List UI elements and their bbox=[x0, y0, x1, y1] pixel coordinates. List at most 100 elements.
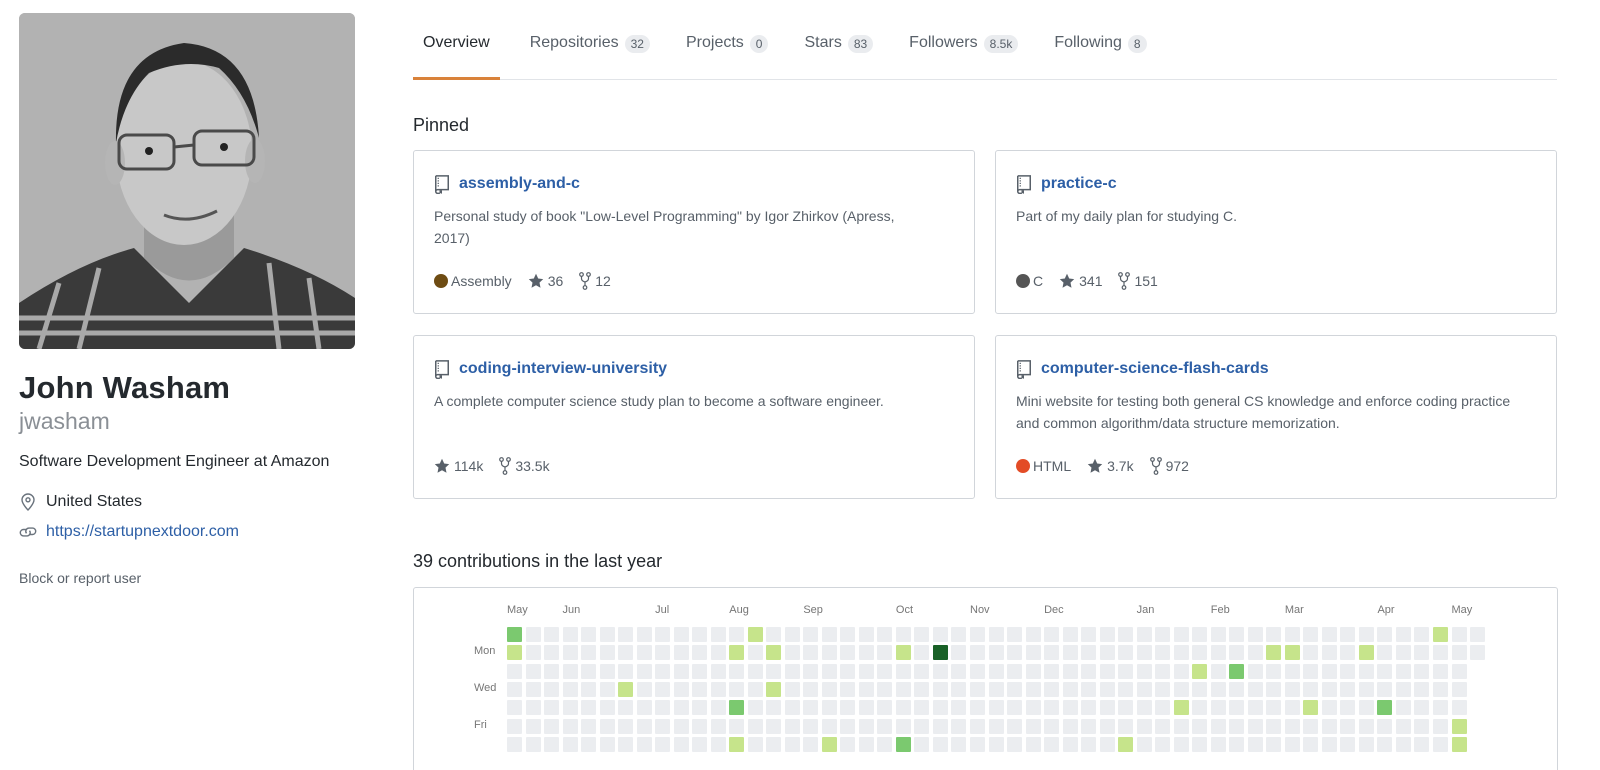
contribution-day-cell[interactable] bbox=[766, 736, 782, 752]
contribution-day-cell[interactable] bbox=[840, 627, 856, 642]
contribution-day-cell[interactable] bbox=[1210, 736, 1226, 752]
contribution-day-cell[interactable] bbox=[692, 700, 708, 716]
contribution-day-cell[interactable] bbox=[1044, 718, 1060, 734]
avatar[interactable] bbox=[19, 13, 355, 349]
contribution-day-cell[interactable] bbox=[1414, 736, 1430, 752]
contribution-day-cell[interactable] bbox=[1081, 681, 1097, 697]
contribution-day-cell[interactable] bbox=[544, 663, 560, 679]
contribution-day-cell[interactable] bbox=[951, 645, 967, 661]
contribution-day-cell[interactable] bbox=[1136, 663, 1152, 679]
contribution-day-cell[interactable] bbox=[988, 700, 1004, 716]
contribution-day-cell[interactable] bbox=[1340, 718, 1356, 734]
contribution-day-cell[interactable] bbox=[877, 663, 893, 679]
contribution-day-cell[interactable] bbox=[525, 663, 541, 679]
contribution-day-cell[interactable] bbox=[766, 663, 782, 679]
contribution-day-cell[interactable] bbox=[581, 700, 597, 716]
contribution-day-cell[interactable] bbox=[1284, 718, 1300, 734]
contribution-day-cell[interactable] bbox=[1192, 718, 1208, 734]
contribution-day-cell[interactable] bbox=[803, 736, 819, 752]
contribution-day-cell[interactable] bbox=[618, 663, 634, 679]
contribution-day-cell[interactable] bbox=[1395, 718, 1411, 734]
repo-forks[interactable]: 33.5k bbox=[499, 457, 550, 475]
contribution-day-cell[interactable] bbox=[1414, 718, 1430, 734]
contribution-day-cell[interactable] bbox=[858, 718, 874, 734]
contribution-day-cell[interactable] bbox=[970, 627, 985, 642]
contribution-day-cell[interactable] bbox=[507, 736, 522, 752]
contribution-day-cell[interactable] bbox=[1414, 645, 1430, 661]
contribution-day-cell[interactable] bbox=[636, 700, 652, 716]
contribution-day-cell[interactable] bbox=[1099, 700, 1115, 716]
contribution-day-cell[interactable] bbox=[803, 663, 819, 679]
contribution-day-cell[interactable] bbox=[932, 663, 948, 679]
contribution-day-cell[interactable] bbox=[581, 681, 597, 697]
contribution-day-cell[interactable] bbox=[1247, 663, 1263, 679]
contribution-day-cell[interactable] bbox=[1081, 645, 1097, 661]
contribution-day-cell[interactable] bbox=[1062, 736, 1078, 752]
website-link[interactable]: https://startupnextdoor.com bbox=[46, 523, 239, 540]
contribution-day-cell[interactable] bbox=[1433, 718, 1448, 734]
contribution-day-cell[interactable] bbox=[821, 700, 837, 716]
contribution-day-cell[interactable] bbox=[1321, 663, 1337, 679]
contribution-day-cell[interactable] bbox=[1192, 681, 1208, 697]
contribution-day-cell[interactable] bbox=[1155, 663, 1171, 679]
contribution-day-cell[interactable] bbox=[747, 681, 763, 697]
contribution-day-cell[interactable] bbox=[1044, 700, 1060, 716]
contribution-day-cell[interactable] bbox=[1210, 627, 1226, 642]
contribution-day-cell[interactable] bbox=[1136, 681, 1152, 697]
contribution-day-cell[interactable] bbox=[1433, 700, 1448, 716]
contribution-day-cell[interactable] bbox=[932, 645, 948, 661]
contribution-day-cell[interactable] bbox=[1433, 663, 1448, 679]
contribution-day-cell[interactable] bbox=[877, 700, 893, 716]
contribution-day-cell[interactable] bbox=[507, 645, 522, 661]
contribution-day-cell[interactable] bbox=[1155, 645, 1171, 661]
contribution-day-cell[interactable] bbox=[1395, 645, 1411, 661]
contribution-day-cell[interactable] bbox=[655, 700, 671, 716]
contribution-day-cell[interactable] bbox=[951, 627, 967, 642]
contribution-day-cell[interactable] bbox=[784, 700, 800, 716]
contribution-day-cell[interactable] bbox=[1044, 681, 1060, 697]
contribution-day-cell[interactable] bbox=[988, 645, 1004, 661]
contribution-day-cell[interactable] bbox=[525, 681, 541, 697]
contribution-day-cell[interactable] bbox=[1025, 681, 1041, 697]
contribution-day-cell[interactable] bbox=[710, 645, 726, 661]
contribution-day-cell[interactable] bbox=[729, 736, 745, 752]
contribution-day-cell[interactable] bbox=[803, 645, 819, 661]
contribution-day-cell[interactable] bbox=[747, 700, 763, 716]
contribution-day-cell[interactable] bbox=[1007, 681, 1023, 697]
contribution-day-cell[interactable] bbox=[1266, 645, 1282, 661]
contribution-day-cell[interactable] bbox=[1321, 736, 1337, 752]
contribution-day-cell[interactable] bbox=[951, 700, 967, 716]
contribution-day-cell[interactable] bbox=[1377, 736, 1393, 752]
contribution-day-cell[interactable] bbox=[821, 718, 837, 734]
contribution-day-cell[interactable] bbox=[507, 681, 522, 697]
contribution-day-cell[interactable] bbox=[1247, 645, 1263, 661]
contribution-day-cell[interactable] bbox=[618, 736, 634, 752]
contribution-day-cell[interactable] bbox=[1451, 663, 1467, 679]
contribution-day-cell[interactable] bbox=[1044, 736, 1060, 752]
contribution-day-cell[interactable] bbox=[636, 718, 652, 734]
contribution-day-cell[interactable] bbox=[877, 718, 893, 734]
tab-followers[interactable]: Followers 8.5k bbox=[909, 30, 1019, 79]
contribution-day-cell[interactable] bbox=[840, 663, 856, 679]
contribution-day-cell[interactable] bbox=[821, 627, 837, 642]
contribution-day-cell[interactable] bbox=[710, 627, 726, 642]
contribution-day-cell[interactable] bbox=[970, 645, 985, 661]
contribution-day-cell[interactable] bbox=[581, 627, 597, 642]
contribution-day-cell[interactable] bbox=[840, 718, 856, 734]
contribution-day-cell[interactable] bbox=[1062, 700, 1078, 716]
contribution-day-cell[interactable] bbox=[766, 627, 782, 642]
contribution-day-cell[interactable] bbox=[988, 627, 1004, 642]
contribution-day-cell[interactable] bbox=[1395, 663, 1411, 679]
contribution-day-cell[interactable] bbox=[747, 663, 763, 679]
repo-name-link[interactable]: practice-c bbox=[1041, 175, 1117, 192]
tab-following[interactable]: Following 8 bbox=[1054, 30, 1147, 79]
contribution-day-cell[interactable] bbox=[1007, 663, 1023, 679]
contribution-day-cell[interactable] bbox=[895, 627, 911, 642]
contribution-day-cell[interactable] bbox=[636, 663, 652, 679]
contribution-day-cell[interactable] bbox=[1136, 736, 1152, 752]
contribution-day-cell[interactable] bbox=[1062, 663, 1078, 679]
contribution-day-cell[interactable] bbox=[784, 627, 800, 642]
contribution-day-cell[interactable] bbox=[1007, 718, 1023, 734]
contribution-day-cell[interactable] bbox=[1303, 681, 1319, 697]
contribution-day-cell[interactable] bbox=[1192, 736, 1208, 752]
